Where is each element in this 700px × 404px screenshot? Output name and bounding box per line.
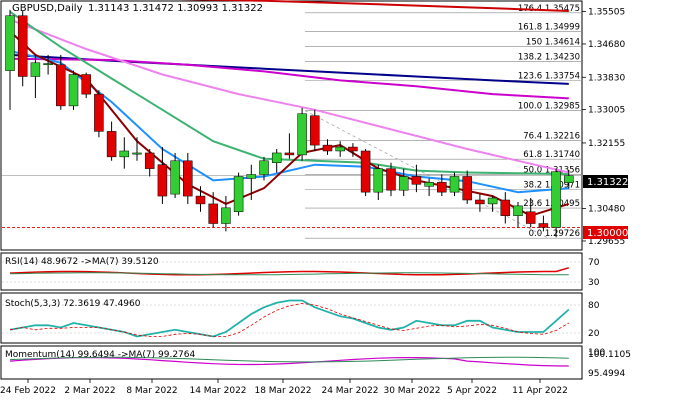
candle-body: [157, 164, 168, 197]
momentum-tick-label: 100: [588, 348, 605, 358]
rsi-ma-line: [9, 272, 569, 276]
candle-body: [195, 195, 206, 205]
candle-body: [56, 64, 66, 107]
price-tick-label: 1.29655: [588, 237, 625, 247]
candle-body: [348, 146, 358, 152]
date-tick-label: 8 Mar 2022: [126, 386, 177, 396]
candle-body: [564, 175, 574, 183]
candle-body: [94, 93, 104, 132]
candle-body: [17, 15, 28, 77]
candle-body: [119, 150, 130, 158]
candle-body: [449, 176, 460, 193]
momentum-tick-label: 95.4994: [588, 369, 625, 379]
candle-body: [398, 176, 409, 191]
candle-body: [500, 199, 511, 216]
candle-body: [30, 62, 41, 77]
fib-label: 138.2 1.34230: [518, 53, 580, 63]
candle-body: [246, 174, 257, 179]
candle-body: [170, 160, 180, 195]
price-tick-label: 1.30480: [588, 205, 625, 215]
candle-body: [208, 203, 218, 224]
momentum-label: Momentum(14) 99.6494 ->MA(7) 99.2764: [5, 350, 196, 360]
date-tick-label: 2 Mar 2022: [64, 386, 115, 396]
fib-label: 150 1.34614: [526, 38, 580, 48]
date-tick-label: 11 Apr 2022: [512, 386, 568, 396]
candle-body: [297, 113, 307, 156]
price-tick-label: 1.35505: [588, 8, 625, 18]
stoch-label: Stoch(5,3,3) 72.3619 47.4960: [5, 299, 141, 309]
candle-body: [259, 160, 269, 175]
moving-average-line: [179, 0, 569, 12]
candle-body: [360, 150, 371, 193]
candle-body: [551, 171, 561, 228]
fib-label: 176.4 1.35475: [518, 4, 580, 14]
reference-level-label: 1.30000: [587, 228, 628, 239]
stoch-tick-label: 80: [588, 301, 600, 311]
candle-body: [284, 152, 295, 156]
price-tick-label: 1.34680: [588, 40, 625, 50]
momentum-ma-line: [9, 356, 569, 363]
last-price-tag: [583, 175, 628, 188]
candle-body: [386, 168, 396, 191]
fib-label: 100.0 1.32985: [518, 101, 580, 111]
reference-level-tag: [583, 226, 628, 239]
candle-body: [462, 176, 472, 201]
fib-label: 123.6 1.33754: [518, 71, 580, 81]
date-tick-label: 18 Mar 2022: [254, 386, 311, 396]
rsi-label: RSI(14) 48.9672 ->MA(7) 39.5120: [5, 257, 159, 267]
date-tick-label: 24 Feb 2022: [0, 386, 56, 396]
candle-body: [106, 131, 117, 158]
candle-body: [5, 15, 15, 71]
fib-label: 61.8 1.31740: [523, 150, 580, 160]
rsi-tick-label: 30: [588, 278, 600, 288]
candle-body: [475, 199, 485, 205]
candle-body: [513, 205, 523, 216]
candle-body: [221, 207, 231, 224]
candle-body: [43, 63, 53, 66]
candle-body: [335, 146, 345, 152]
date-tick-label: 24 Mar 2022: [321, 386, 378, 396]
candle-body: [538, 223, 549, 228]
date-tick-label: 14 Mar 2022: [189, 386, 246, 396]
stoch-k-line: [9, 299, 570, 338]
moving-average-line: [9, 30, 570, 217]
date-tick-label: 5 Apr 2022: [447, 386, 497, 396]
date-tick-label: 30 Mar 2022: [383, 386, 440, 396]
fib-label: 50.0 1.31356: [523, 165, 580, 175]
fib-label: 161.8 1.34999: [518, 22, 580, 32]
fib-label: 76.4 1.32216: [523, 132, 580, 142]
candle-body: [81, 74, 91, 95]
candle-body: [68, 74, 79, 107]
price-panel: [0, 0, 583, 251]
candle-body: [373, 168, 384, 193]
candle-body: [437, 182, 447, 193]
candle-body: [487, 197, 498, 205]
chart-title: GBPUSD,Daily: [12, 3, 83, 14]
candle-body: [411, 176, 422, 185]
candle-body: [144, 152, 155, 169]
momentum-tick-label: 100.1105: [588, 350, 631, 360]
price-tick-label: 1.32155: [588, 139, 625, 149]
price-tick-label: 1.33830: [588, 73, 625, 83]
candle-body: [233, 176, 244, 213]
candle-body: [183, 160, 193, 197]
rsi-tick-label: 70: [588, 258, 600, 268]
candle-body: [271, 152, 282, 163]
candle-body: [525, 211, 536, 224]
fib-trend-line: [304, 110, 549, 239]
candle-body: [424, 182, 434, 187]
last-price-label: 1.31322: [587, 177, 628, 188]
stoch-tick-label: 20: [588, 329, 600, 339]
moving-average-line: [9, 18, 570, 174]
price-tick-label: 1.33005: [588, 106, 625, 116]
moving-average-line: [9, 10, 569, 176]
candle-body: [310, 115, 320, 146]
fib-label: 0.0 1.29726: [529, 229, 580, 239]
candle-body: [322, 144, 333, 152]
ohlc-header: 1.31143 1.31472 1.30993 1.31322: [88, 3, 263, 14]
candle-body: [132, 152, 142, 155]
